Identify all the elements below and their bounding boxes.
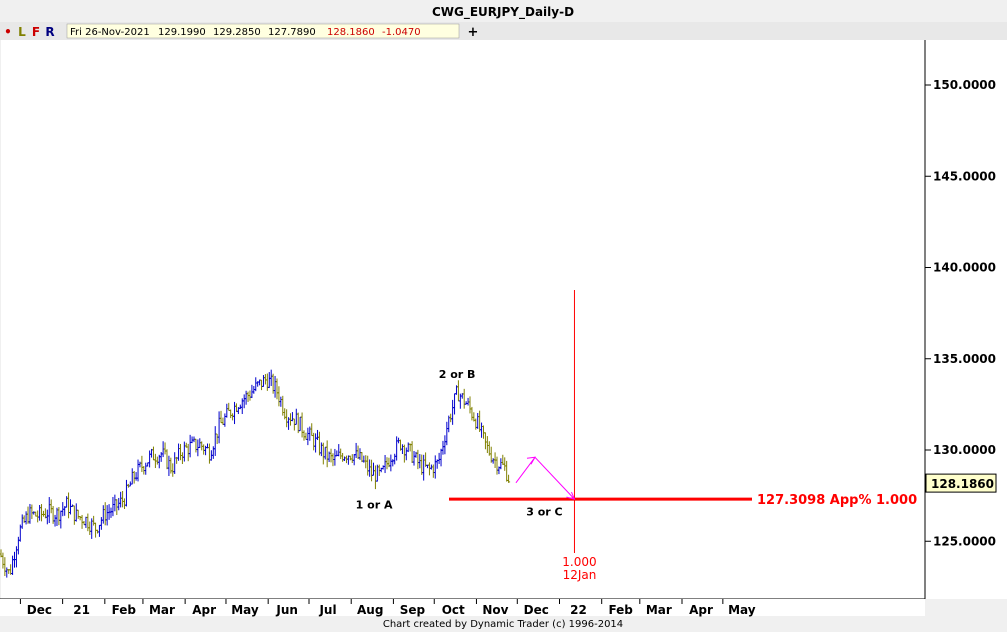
toolbar-button-3[interactable]: R <box>45 25 54 39</box>
y-tick-label: 145.0000 <box>933 169 996 183</box>
quote-box <box>66 23 460 39</box>
x-tick-label: Feb <box>608 603 633 617</box>
quote-date: Fri 26-Nov-2021 <box>70 27 150 38</box>
zigzag-arrowhead <box>566 491 576 500</box>
y-axis-panel <box>925 40 1007 599</box>
chart-title: CWG_EURJPY_Daily-D <box>432 5 574 20</box>
wave-label: 2 or B <box>439 368 476 381</box>
y-tick-label: 140.0000 <box>933 261 996 275</box>
x-tick-label: Apr <box>689 603 713 617</box>
x-axis: Dec 21 Feb Mar Apr May Jun Jul Aug Sep Oct Nov Dec 22… <box>19 599 756 617</box>
price-bars <box>0 369 511 578</box>
x-tick-label: Jun <box>275 603 298 617</box>
quote-high: 129.2850 <box>213 27 261 38</box>
time-target-date: 12Jan <box>563 568 597 582</box>
toolbar-buttons: • L F R <box>4 25 54 39</box>
price-projection-label: 127.3098 App% 1.000 <box>757 493 917 508</box>
current-price-box <box>925 473 997 493</box>
x-tick-label: Jul <box>318 603 336 617</box>
zigzag-mid-arrowhead <box>526 456 536 465</box>
x-tick-label: Sep <box>400 603 426 617</box>
x-tick-label: Oct <box>442 603 465 617</box>
x-tick-label: Mar <box>149 603 175 617</box>
footer-credit: Chart created by Dynamic Trader (c) 1996… <box>383 619 623 630</box>
x-tick-label: May <box>231 603 259 617</box>
quote-close: 128.1860 <box>327 27 375 38</box>
x-tick-label: 22 <box>570 603 587 617</box>
y-axis: 125.0000 130.0000 135.0000 140.0000 145.0000… <box>925 78 996 548</box>
x-tick-label: Apr <box>192 603 216 617</box>
x-axis-panel <box>0 599 925 616</box>
quote-change: -1.0470 <box>382 27 421 38</box>
x-tick-label: May <box>728 603 756 617</box>
x-tick-label: Dec <box>27 603 52 617</box>
x-tick-label: Feb <box>112 603 137 617</box>
x-tick-label: Nov <box>482 603 508 617</box>
current-price-label: 128.1860 <box>931 477 994 491</box>
x-tick-label: Dec <box>524 603 549 617</box>
y-tick-label: 135.0000 <box>933 352 996 366</box>
time-target-ratio: 1.000 <box>562 555 596 569</box>
x-tick-label: 21 <box>73 603 90 617</box>
wave-label: 1 or A <box>356 499 393 512</box>
y-tick-label: 130.0000 <box>933 443 996 457</box>
y-tick-label: 125.0000 <box>933 534 996 548</box>
quote-low: 127.7890 <box>268 27 316 38</box>
toolbar-button-2[interactable]: F <box>32 25 40 39</box>
plot-area <box>1 40 925 599</box>
toolbar-button-0[interactable]: • <box>4 25 12 39</box>
title-bar <box>0 0 1007 22</box>
quote-open: 129.1990 <box>158 27 206 38</box>
x-tick-label: Aug <box>357 603 383 617</box>
wave-label: 3 or C <box>526 505 562 518</box>
toolbar-button-1[interactable]: L <box>18 25 26 39</box>
add-button[interactable] <box>462 24 484 38</box>
y-tick-label: 150.0000 <box>933 78 996 92</box>
plus-icon: + <box>468 25 479 40</box>
x-tick-label: Mar <box>646 603 672 617</box>
